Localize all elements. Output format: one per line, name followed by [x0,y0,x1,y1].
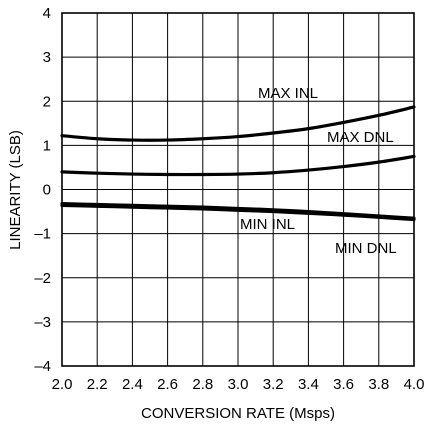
tick-labels: 2.0 2.2 2.4 2.6 2.8 3.0 3.2 3.4 3.6 3.8 4.0 4 3 2 1 0 –1… [34,5,424,393]
x-tick-label: 3.0 [228,376,249,393]
annotation-min-inl: MIN INL [240,216,295,233]
x-axis-label: CONVERSION RATE (Msps) [141,405,335,422]
x-tick-label: 2.4 [122,376,143,393]
x-tick-label: 2.0 [52,376,73,393]
y-tick-label: –4 [34,358,51,375]
x-tick-label: 3.2 [263,376,284,393]
y-axis-label: LINEARITY (LSB) [7,130,24,250]
series-line-max-dnl [60,154,416,177]
x-tick-label: 3.6 [333,376,354,393]
series-line-min-dnl [60,203,416,222]
x-tick-label: 2.2 [87,376,108,393]
y-tick-label: 1 [43,137,51,154]
x-tick-label: 4.0 [404,376,425,393]
annotation-max-dnl: MAX DNL [327,129,394,146]
annotation-max-inl: MAX INL [258,85,318,102]
series-line-max-inl [60,105,416,142]
x-tick-label: 2.8 [192,376,213,393]
plot-frame [61,12,415,367]
grid [62,13,414,366]
x-tick-label: 3.4 [298,376,319,393]
y-tick-label: 4 [43,5,51,22]
y-tick-label: –2 [34,270,51,287]
series-lines [60,105,416,222]
x-tick-label: 2.6 [157,376,178,393]
x-tick-label: 3.8 [368,376,389,393]
y-tick-label: 0 [43,182,51,199]
y-tick-label: 3 [43,49,51,66]
y-tick-label: –1 [34,226,51,243]
y-tick-label: 2 [43,93,51,110]
annotation-min-dnl: MIN DNL [335,240,397,257]
y-tick-label: –3 [34,314,51,331]
